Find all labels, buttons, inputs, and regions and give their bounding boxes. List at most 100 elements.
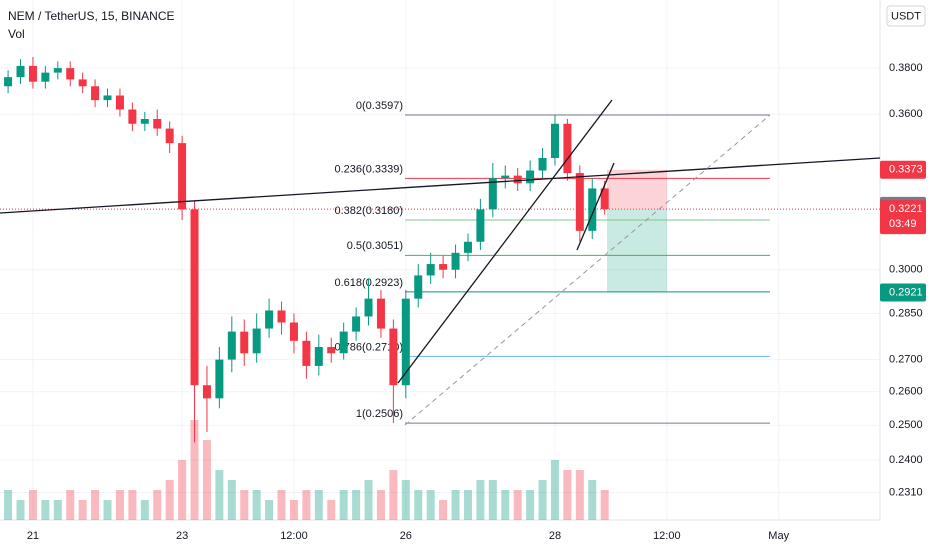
y-tick-label: 0.2700	[889, 353, 923, 365]
candle-body	[277, 310, 286, 323]
candle-body	[4, 77, 13, 87]
candle-body	[364, 298, 373, 317]
volume-bar	[575, 470, 584, 520]
volume-bar	[463, 490, 472, 520]
volume-bar	[215, 470, 224, 520]
candle-body	[439, 264, 448, 270]
candle-body	[501, 175, 510, 179]
stop-zone	[607, 169, 667, 210]
volume-bar	[28, 490, 37, 520]
volume-bar	[165, 480, 174, 520]
volume-bar	[389, 470, 398, 520]
fib-label: 0.5(0.3051)	[347, 240, 403, 252]
candle-body	[575, 173, 584, 231]
fib-label: 0.236(0.3339)	[335, 163, 404, 175]
x-tick-label: 28	[549, 530, 561, 542]
volume-bar	[488, 480, 497, 520]
volume-bar	[227, 480, 236, 520]
volume-bar	[16, 500, 25, 520]
target-zone	[607, 209, 667, 293]
candle-body	[302, 340, 311, 366]
volume-bar	[178, 460, 187, 520]
indicator-label: Vol	[8, 27, 25, 41]
volume-bar	[352, 490, 361, 520]
candle-body	[153, 118, 162, 129]
candle-body	[588, 188, 597, 231]
volume-bar	[414, 490, 423, 520]
price-tag-label: 0.3221	[889, 203, 923, 215]
volume-bar	[289, 500, 298, 520]
y-tick-label: 0.2400	[889, 454, 923, 466]
candle-body	[103, 95, 112, 101]
volume-bar	[91, 490, 100, 520]
y-tick-label: 0.2500	[889, 419, 923, 431]
candle-body	[550, 123, 559, 158]
volume-bar	[202, 440, 211, 520]
volume-bar	[153, 490, 162, 520]
candle-body	[265, 310, 274, 329]
countdown: 03:49	[889, 218, 917, 230]
volume-bar	[588, 480, 597, 520]
volume-bar	[526, 490, 535, 520]
volume-bar	[339, 490, 348, 520]
fib-label: 0.786(0.2710)	[335, 341, 404, 353]
x-tick-label: 21	[27, 530, 39, 542]
candle-body	[600, 188, 609, 210]
y-tick-label: 0.2600	[889, 386, 923, 398]
volume-bar	[476, 480, 485, 520]
price-tag-label: 0.3373	[889, 164, 923, 176]
y-tick-label: 0.3800	[889, 62, 923, 74]
volume-bar	[302, 490, 311, 520]
volume-bar	[314, 490, 323, 520]
volume-bar	[426, 490, 435, 520]
candle-body	[165, 128, 174, 144]
volume-bar	[439, 500, 448, 520]
volume-bar	[4, 490, 13, 520]
price-tag	[880, 283, 926, 302]
candle-body	[178, 143, 187, 210]
candle-body	[202, 385, 211, 399]
x-tick-label: 12:00	[653, 530, 681, 542]
candle-body	[538, 157, 547, 171]
volume-bar	[550, 460, 559, 520]
candle-body	[289, 322, 298, 341]
candle-body	[389, 328, 398, 386]
candle-body	[563, 123, 572, 174]
volume-bar	[128, 490, 137, 520]
candle-body	[526, 170, 535, 184]
currency-label[interactable]: USDT	[891, 10, 921, 22]
y-tick-label: 0.3600	[889, 108, 923, 120]
currency-button[interactable]	[886, 5, 926, 27]
volume-bar	[190, 420, 199, 520]
candle-body	[252, 328, 261, 354]
dashed-line	[404, 114, 771, 426]
candle-body	[314, 347, 323, 366]
candle-body	[240, 331, 249, 354]
volume-bar	[538, 480, 547, 520]
volume-bar	[364, 480, 373, 520]
candle-body	[339, 331, 348, 354]
fib-label: 0.382(0.3180)	[335, 205, 404, 217]
candle-body	[115, 95, 124, 110]
volume-bar	[66, 490, 75, 520]
candle-body	[28, 65, 37, 82]
candle-body	[66, 68, 75, 80]
volume-bar	[327, 500, 336, 520]
volume-bar	[115, 490, 124, 520]
volume-bar	[78, 500, 87, 520]
volume-bar	[376, 490, 385, 520]
y-tick-label: 0.3000	[889, 264, 923, 276]
volume-bar	[41, 500, 50, 520]
x-tick-label: May	[768, 530, 789, 542]
trend-line	[0, 157, 881, 214]
candle-body	[513, 175, 522, 184]
price-tag-label: 0.2921	[889, 286, 923, 298]
candle-body	[41, 72, 50, 82]
volume-bar	[240, 490, 249, 520]
volume-bar	[277, 490, 286, 520]
volume-bar	[401, 480, 410, 520]
candle-body	[352, 316, 361, 332]
volume-bar	[265, 500, 274, 520]
candle-body	[463, 241, 472, 253]
